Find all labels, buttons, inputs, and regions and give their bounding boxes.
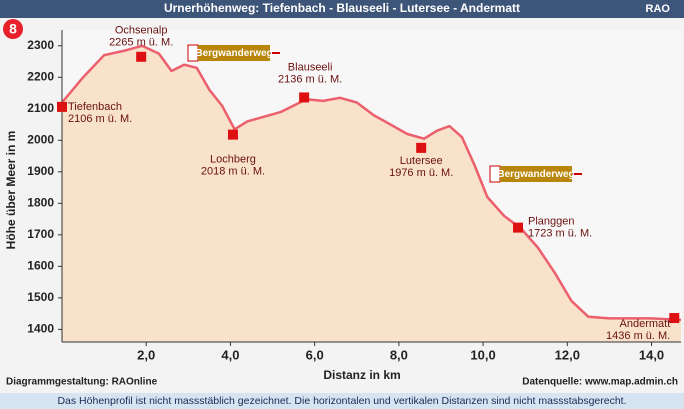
waypoint-elevation: 1723 m ü. M. [528, 228, 592, 240]
waypoint-marker [136, 51, 147, 62]
waypoint-elevation: 2018 m ü. M. [201, 166, 265, 178]
sign-box [198, 45, 270, 61]
waypoint-elevation: 1436 m ü. M. [606, 330, 670, 342]
waypoint-name: Tiefenbach [68, 101, 122, 113]
note-bar [0, 393, 684, 409]
waypoint-name: Planggen [528, 216, 575, 228]
badge [3, 19, 23, 39]
x-axis-label: Distanz in km [323, 368, 400, 382]
waypoint-marker [669, 313, 680, 324]
profile-line [61, 44, 682, 322]
badge-text: 8 [9, 21, 17, 37]
chart-title: Urnerhöhenweg: Tiefenbach - Blauseeli - … [164, 1, 520, 15]
waypoint-name: Lutersee [400, 155, 443, 167]
profile-area [62, 45, 681, 343]
x-tick-label: 2,0 [137, 347, 155, 362]
waypoint-name: Andermatt [620, 318, 671, 330]
credit-left: Diagrammgestaltung: RAOnline [6, 377, 158, 388]
y-tick-label: 1500 [27, 290, 54, 304]
x-tick-label: 12,0 [555, 347, 580, 362]
y-tick-label: 2000 [27, 132, 54, 146]
y-tick-label: 1700 [27, 227, 54, 241]
y-tick-label: 1600 [27, 259, 54, 273]
sign-text: Bergwanderweg [195, 48, 272, 59]
waypoint-name: Blauseeli [288, 61, 333, 73]
waypoint-name: Ochsenalp [115, 25, 168, 37]
y-tick-label: 1400 [27, 322, 54, 336]
note: Das Höhenprofil ist nicht massstäblich g… [57, 395, 626, 407]
y-tick-label: 2200 [27, 69, 54, 83]
y-tick-label: 1900 [27, 164, 54, 178]
sign-box [500, 166, 572, 182]
waypoint-marker [416, 142, 427, 153]
waypoint-elevation: 1976 m ü. M. [389, 167, 453, 179]
x-tick-label: 8,0 [390, 347, 408, 362]
x-tick-label: 10,0 [470, 347, 495, 362]
brand: RAO [646, 3, 671, 15]
waypoint-name: Lochberg [210, 154, 256, 166]
x-tick-label: 4,0 [221, 347, 239, 362]
trail-sign: Bergwanderweg [489, 165, 582, 183]
x-tick-label: 6,0 [306, 347, 324, 362]
y-tick-label: 2100 [27, 101, 54, 115]
waypoint-marker [57, 101, 67, 112]
y-tick-label: 2300 [27, 38, 54, 52]
waypoint-elevation: 2106 m ü. M. [68, 113, 132, 125]
title-bar [0, 0, 684, 18]
waypoint-elevation: 2136 m ü. M. [278, 73, 342, 85]
x-tick-label: 14,0 [639, 347, 664, 362]
waypoint-marker [299, 92, 310, 103]
waypoint-elevation: 2265 m ü. M. [109, 37, 173, 49]
sign-text: Bergwanderweg [497, 169, 574, 180]
y-tick-label: 1800 [27, 196, 54, 210]
trail-sign: Bergwanderweg [187, 44, 280, 62]
credit-right: Datenquelle: www.map.admin.ch [522, 377, 678, 388]
waypoint-marker [227, 129, 238, 140]
y-axis-label: Höhe über Meer in m [4, 131, 18, 250]
waypoint-marker [513, 222, 524, 233]
